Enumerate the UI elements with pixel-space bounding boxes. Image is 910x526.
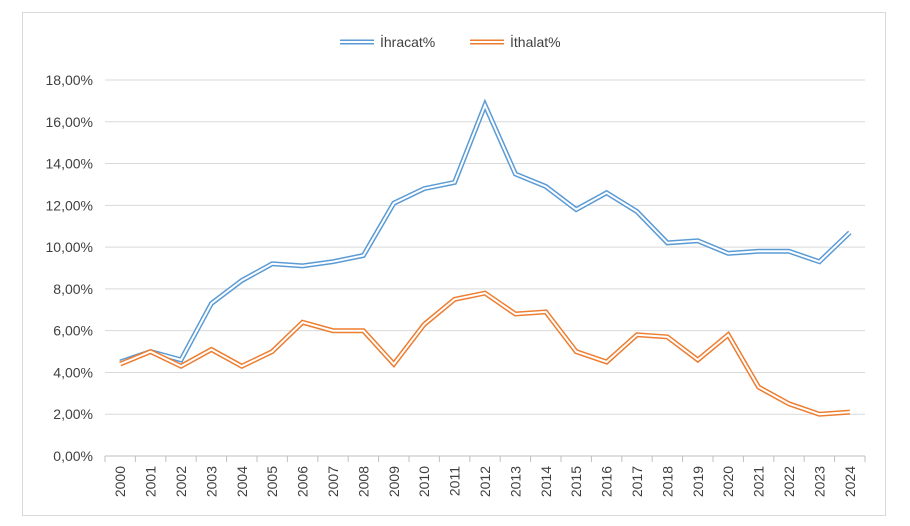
- x-tick-label: 2019: [690, 466, 706, 497]
- x-tick-label: 2013: [507, 466, 523, 497]
- series-line-2: [119, 290, 850, 417]
- x-tick-label: 2012: [477, 466, 493, 497]
- y-tick-label: 6,00%: [53, 323, 93, 339]
- y-tick-label: 4,00%: [53, 364, 93, 380]
- x-tick-label: 2003: [203, 466, 219, 497]
- y-axis-tick-labels: 0,00% 2,00% 4,00% 6,00% 8,00% 10,00% 12,00% 14,…: [46, 72, 93, 464]
- y-tick-label: 10,00%: [46, 239, 93, 255]
- legend-label-1: İhracat%: [380, 33, 435, 50]
- x-tick-label: 2006: [295, 466, 311, 497]
- x-axis-tick-labels: 2000 2001 2002 2003 2004 2005 2006 2007 2008 2009…: [112, 466, 858, 497]
- gridlines: [105, 79, 865, 415]
- y-tick-label: 14,00%: [46, 156, 93, 172]
- series-line-1-inner: [119, 102, 851, 363]
- y-tick-label: 18,00%: [46, 72, 93, 88]
- x-tick-label: 2022: [781, 466, 797, 497]
- y-tick-label: 12,00%: [46, 197, 93, 213]
- y-tick-label: 16,00%: [46, 114, 93, 130]
- y-tick-label: 0,00%: [53, 448, 93, 464]
- legend-label-2: İthalat%: [510, 33, 561, 50]
- x-tick-label: 2016: [599, 466, 615, 497]
- x-tick-label: 2011: [447, 466, 463, 496]
- y-tick-label: 2,00%: [53, 406, 93, 422]
- x-tick-label: 2020: [720, 466, 736, 497]
- x-tick-label: 2005: [264, 466, 280, 497]
- x-tick-label: 2004: [234, 466, 250, 497]
- x-tick-label: 2017: [629, 466, 645, 497]
- series-lines: [119, 98, 852, 417]
- x-tick-label: 2001: [143, 466, 159, 497]
- x-tick-label: 2007: [325, 466, 341, 497]
- y-tick-label: 8,00%: [53, 281, 93, 297]
- legend: İhracat% İthalat%: [340, 33, 561, 50]
- x-tick-label: 2024: [842, 466, 858, 497]
- x-axis: [104, 455, 866, 462]
- x-tick-label: 2014: [538, 466, 554, 497]
- series-line-1: [119, 98, 852, 365]
- chart-frame: [22, 12, 886, 516]
- x-tick-label: 2010: [416, 466, 432, 497]
- x-tick-label: 2023: [811, 466, 827, 497]
- series-line-2-inner: [119, 292, 850, 416]
- x-tick-label: 2015: [568, 466, 584, 497]
- x-tick-label: 2009: [386, 466, 402, 497]
- x-tick-label: 2008: [355, 466, 371, 497]
- x-tick-label: 2018: [659, 466, 675, 497]
- x-tick-label: 2002: [173, 466, 189, 497]
- x-tick-label: 2021: [751, 466, 767, 497]
- x-tick-label: 2000: [112, 466, 128, 497]
